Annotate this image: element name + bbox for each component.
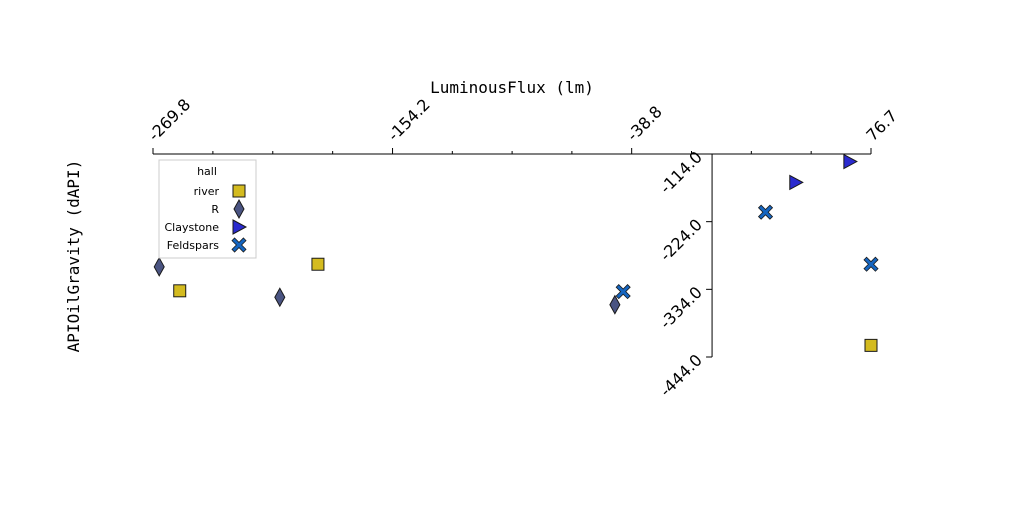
y-tick-label: -334.0 xyxy=(656,283,706,333)
data-point-r xyxy=(274,287,286,308)
y-axis-title: APIOilGravity (dAPI) xyxy=(64,160,83,353)
data-point-feldspars xyxy=(615,284,631,300)
y-tick-label: -224.0 xyxy=(656,215,706,265)
legend-marker-feldspars xyxy=(231,237,247,253)
legend-label: Claystone xyxy=(164,221,219,234)
legend-label: Feldspars xyxy=(167,239,220,252)
legend-marker-r xyxy=(233,198,245,220)
x-tick-label: -38.8 xyxy=(623,102,666,145)
data-point-river xyxy=(864,338,878,352)
data-point-river xyxy=(173,284,187,298)
data-points xyxy=(153,153,879,352)
x-tick-label: -154.2 xyxy=(384,95,434,145)
y-tick-label: -114.0 xyxy=(656,147,706,197)
axes xyxy=(153,153,871,357)
data-point-river xyxy=(311,257,325,271)
data-point-claystone xyxy=(843,153,858,170)
y-tick-label: -444.0 xyxy=(656,350,706,400)
data-point-feldspars xyxy=(863,256,879,272)
data-point-claystone xyxy=(789,174,804,191)
ticks: -269.8 -154.2 -38.8 76.7 -114.0 -224.0 -334.0 -… xyxy=(144,95,901,400)
legend-marker-claystone xyxy=(232,219,248,235)
x-axis-title: LuminousFlux (lm) xyxy=(430,78,594,97)
data-point-feldspars xyxy=(757,204,774,220)
legend-label: R xyxy=(211,203,219,216)
legend-label: river xyxy=(194,185,220,198)
data-point-r xyxy=(609,294,621,315)
x-tick-label: 76.7 xyxy=(862,106,901,145)
legend: hall river R Claystone Feldspars xyxy=(158,159,257,259)
x-tick-label: -269.8 xyxy=(144,95,194,145)
legend-marker-river xyxy=(232,184,246,198)
data-point-r xyxy=(153,256,165,277)
legend-title: hall xyxy=(197,165,217,178)
